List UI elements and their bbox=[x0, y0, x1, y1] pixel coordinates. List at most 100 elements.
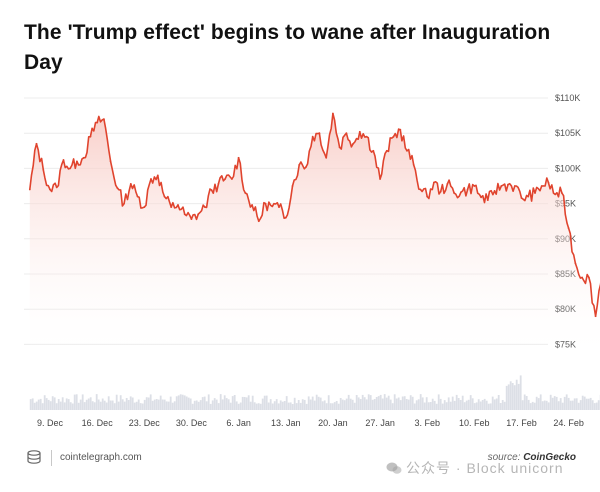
volume-bar bbox=[489, 403, 492, 410]
volume-bar bbox=[135, 401, 138, 410]
volume-bar bbox=[319, 397, 322, 410]
volume-bar bbox=[527, 399, 530, 410]
volume-bar bbox=[473, 403, 476, 410]
volume-bar bbox=[171, 402, 174, 410]
volume-bar bbox=[123, 401, 126, 410]
volume-bar bbox=[47, 399, 50, 410]
volume-bar bbox=[213, 398, 216, 410]
volume-bar bbox=[279, 400, 282, 410]
volume-bar bbox=[325, 403, 328, 410]
volume-bar bbox=[161, 399, 164, 410]
volume-bar bbox=[443, 400, 446, 410]
volume-bar bbox=[371, 399, 374, 410]
volume-bar bbox=[409, 395, 412, 410]
volume-bar bbox=[511, 383, 514, 410]
volume-bar bbox=[559, 398, 562, 410]
price-line bbox=[29, 112, 600, 317]
volume-bar bbox=[517, 383, 520, 410]
volume-bar bbox=[243, 397, 246, 410]
volume-bar bbox=[549, 394, 552, 410]
volume-bar bbox=[571, 400, 574, 410]
volume-bar bbox=[423, 402, 426, 410]
volume-bar bbox=[227, 399, 230, 410]
volume-bar bbox=[327, 395, 330, 410]
volume-bar bbox=[321, 401, 324, 410]
volume-bar bbox=[545, 400, 548, 410]
volume-bar bbox=[477, 399, 480, 410]
volume-bar bbox=[419, 394, 422, 410]
volume-bar bbox=[503, 401, 506, 410]
volume-bar bbox=[557, 401, 560, 410]
site-url[interactable]: cointelegraph.com bbox=[60, 452, 142, 463]
volume-bar bbox=[217, 403, 220, 410]
volume-bar bbox=[313, 400, 316, 410]
volume-bar bbox=[471, 398, 474, 410]
volume-bar bbox=[247, 395, 250, 410]
volume-bar bbox=[219, 394, 222, 410]
volume-bar bbox=[555, 396, 558, 410]
volume-bar bbox=[111, 400, 114, 410]
volume-bar bbox=[185, 396, 188, 410]
volume-bar bbox=[509, 381, 512, 410]
volume-bar bbox=[425, 397, 428, 410]
volume-bar bbox=[529, 403, 532, 410]
volume-bar bbox=[591, 400, 594, 410]
volume-bar bbox=[241, 396, 244, 410]
volume-bar bbox=[587, 398, 590, 410]
volume-bar bbox=[317, 396, 320, 410]
volume-bar bbox=[367, 394, 370, 410]
volume-bar bbox=[85, 399, 88, 410]
volume-bar bbox=[331, 403, 334, 410]
volume-bar bbox=[189, 398, 192, 410]
volume-bar bbox=[405, 399, 408, 410]
x-tick-label: 3. Feb bbox=[414, 418, 440, 428]
volume-bar bbox=[165, 401, 168, 410]
volume-bar bbox=[431, 398, 434, 410]
volume-bar bbox=[251, 395, 254, 410]
volume-bar bbox=[149, 394, 152, 410]
volume-bar bbox=[385, 397, 388, 410]
volume-bar bbox=[229, 402, 232, 410]
volume-bar bbox=[463, 402, 466, 410]
volume-bar bbox=[163, 399, 166, 410]
volume-bar bbox=[115, 394, 118, 410]
volume-bar bbox=[139, 403, 142, 410]
volume-bar bbox=[457, 398, 460, 410]
volume-bar bbox=[567, 397, 570, 410]
volume-bar bbox=[195, 400, 198, 410]
source-prefix: source: bbox=[487, 452, 524, 463]
cointelegraph-logo-icon bbox=[27, 450, 41, 464]
volume-bar bbox=[91, 401, 94, 410]
volume-bar bbox=[455, 394, 458, 410]
volume-bar bbox=[263, 395, 266, 410]
volume-bar bbox=[377, 396, 380, 410]
volume-bar bbox=[461, 395, 464, 410]
volume-bar bbox=[521, 400, 524, 410]
volume-bar bbox=[465, 400, 468, 410]
x-tick-label: 17. Feb bbox=[506, 418, 537, 428]
volume-bar bbox=[485, 400, 488, 410]
volume-bar bbox=[203, 396, 206, 410]
volume-bar bbox=[439, 398, 442, 410]
volume-bar bbox=[119, 395, 122, 410]
volume-bar bbox=[401, 396, 404, 410]
volume-bar bbox=[541, 401, 544, 410]
volume-bar bbox=[357, 397, 360, 410]
volume-bar bbox=[289, 402, 292, 410]
volume-bar bbox=[379, 394, 382, 410]
volume-bar bbox=[97, 399, 100, 410]
volume-bar bbox=[261, 398, 264, 410]
volume-bar bbox=[53, 397, 56, 410]
volume-bar bbox=[303, 399, 306, 410]
volume-bar bbox=[501, 400, 504, 410]
volume-bar bbox=[305, 403, 308, 410]
volume-bar bbox=[589, 397, 592, 410]
volume-bar bbox=[339, 398, 342, 410]
volume-bar bbox=[79, 399, 82, 410]
volume-bar bbox=[201, 397, 204, 410]
x-tick-label: 16. Dec bbox=[82, 418, 114, 428]
volume-bar bbox=[341, 399, 344, 410]
volume-bar bbox=[83, 402, 86, 410]
volume-bar bbox=[315, 394, 318, 410]
volume-bar bbox=[273, 401, 276, 410]
